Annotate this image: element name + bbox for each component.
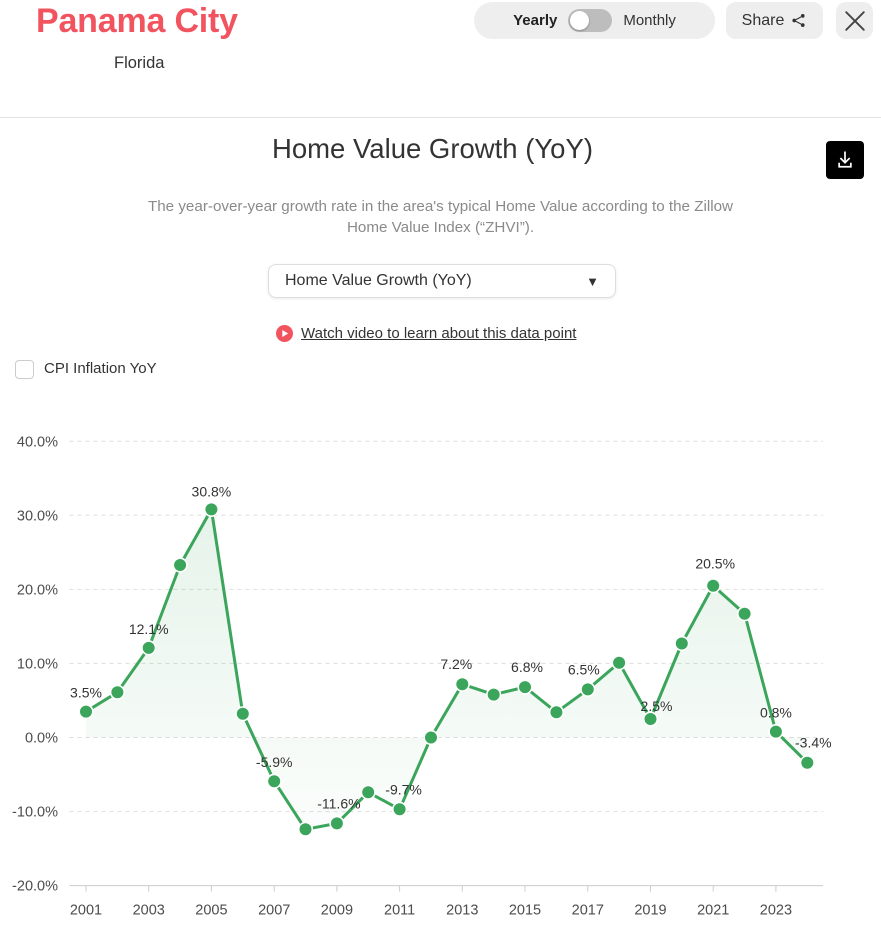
svg-text:2021: 2021	[697, 903, 729, 919]
svg-text:0.0%: 0.0%	[25, 731, 58, 747]
svg-text:-5.9%: -5.9%	[256, 754, 293, 770]
svg-text:10.0%: 10.0%	[17, 656, 58, 672]
svg-text:2011: 2011	[384, 903, 415, 919]
svg-text:-20.0%: -20.0%	[12, 879, 58, 895]
svg-text:2007: 2007	[258, 903, 290, 919]
svg-text:30.8%: 30.8%	[192, 483, 232, 499]
svg-text:2003: 2003	[133, 903, 165, 919]
svg-text:3.5%: 3.5%	[70, 685, 102, 701]
svg-text:-10.0%: -10.0%	[12, 805, 58, 821]
svg-text:2017: 2017	[572, 903, 604, 919]
svg-text:2001: 2001	[70, 903, 102, 919]
svg-text:2013: 2013	[446, 903, 478, 919]
svg-text:20.0%: 20.0%	[17, 582, 58, 598]
svg-text:-9.7%: -9.7%	[385, 781, 422, 797]
svg-text:0.8%: 0.8%	[760, 705, 792, 721]
svg-text:12.1%: 12.1%	[129, 621, 169, 637]
svg-text:7.2%: 7.2%	[440, 656, 472, 672]
svg-text:-3.4%: -3.4%	[795, 735, 832, 751]
svg-text:2005: 2005	[195, 903, 227, 919]
svg-text:6.8%: 6.8%	[511, 659, 543, 675]
svg-text:6.5%: 6.5%	[568, 661, 600, 677]
svg-text:2015: 2015	[509, 903, 541, 919]
svg-text:2019: 2019	[634, 903, 666, 919]
svg-text:2.5%: 2.5%	[641, 698, 673, 714]
svg-text:20.5%: 20.5%	[695, 556, 735, 572]
svg-text:40.0%: 40.0%	[17, 434, 58, 450]
svg-text:-11.6%: -11.6%	[317, 795, 360, 811]
svg-text:2023: 2023	[760, 903, 792, 919]
svg-text:2009: 2009	[321, 903, 353, 919]
svg-text:30.0%: 30.0%	[17, 508, 58, 524]
